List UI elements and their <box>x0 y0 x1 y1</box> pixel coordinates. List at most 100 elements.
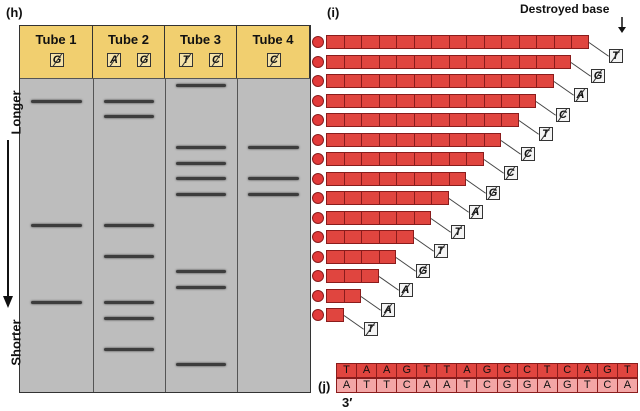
fragment-cell-divider <box>343 231 345 243</box>
fragment-connector <box>360 295 382 311</box>
fragment-block <box>326 93 536 108</box>
gel-band <box>176 192 226 196</box>
fragment-cell-divider <box>396 172 397 185</box>
fragment-cell-divider <box>396 211 397 224</box>
destroyed-base: T <box>451 224 465 239</box>
fragment-cell-divider <box>501 75 502 87</box>
fragment-cell-divider <box>361 250 362 263</box>
nucleotide: T <box>337 364 358 377</box>
panel-label-j: (j) <box>318 379 331 394</box>
fragment-cell-divider <box>483 55 485 68</box>
fragment-cell-divider <box>361 153 362 165</box>
fragment-cell-divider <box>448 36 450 48</box>
fragment-cell-divider <box>361 133 362 146</box>
fragment-connector <box>500 139 522 155</box>
destroyed-base: A <box>398 283 413 297</box>
fragment-end-label <box>312 55 324 68</box>
nucleotide: G <box>598 364 618 377</box>
fragment-cell-divider <box>536 55 537 68</box>
destroyed-base: G <box>486 185 500 200</box>
fragment-cell-divider <box>466 75 467 87</box>
fragment-connector <box>395 256 417 272</box>
gel-panel: Tube 1 G Tube 2 A G Tube 3 T C Tube 4 C <box>19 25 311 393</box>
fragment-cell-divider <box>431 153 432 165</box>
destroyed-base: T <box>363 322 378 336</box>
nucleotide: C <box>498 364 518 377</box>
fragment-cell-divider <box>431 133 432 146</box>
fragment-connector <box>483 159 504 174</box>
nucleotide: G <box>558 379 578 392</box>
fragment-cell-divider <box>343 289 345 302</box>
nucleotide: C <box>558 364 578 377</box>
fragment-connector <box>465 178 487 194</box>
destroyed-base: A <box>468 205 483 219</box>
destroyed-base: A <box>573 88 588 102</box>
fragment-cell-divider <box>553 55 555 68</box>
fragment-cell-divider <box>413 55 415 68</box>
fragment-cell-divider <box>553 36 555 48</box>
tube-name-2: Tube 2 <box>108 32 149 47</box>
fragment-cell-divider <box>431 36 432 48</box>
fragment-cell-divider <box>448 94 450 107</box>
three-prime-label: 3′ <box>342 395 353 410</box>
gel-band <box>176 177 226 180</box>
fragment-end-label <box>312 211 324 224</box>
fragment-cell-divider <box>396 192 397 204</box>
nucleotide: C <box>518 364 538 377</box>
size-axis-arrow <box>3 140 13 308</box>
nucleotide: A <box>417 379 438 392</box>
tube-1-base-chip: G <box>50 53 64 67</box>
fragment-end-label <box>312 114 324 126</box>
fragment-end-label <box>312 94 324 107</box>
gel-band <box>31 301 82 304</box>
fragment-block <box>326 288 361 303</box>
destroyed-base: G <box>591 68 605 83</box>
gel-band <box>104 347 154 351</box>
fragment-cell-divider <box>466 55 467 68</box>
fragment-cell-divider <box>413 153 415 165</box>
fragment-end-label <box>312 231 324 243</box>
gel-band <box>248 192 299 196</box>
fragment-cell-divider <box>483 75 485 87</box>
nucleotide: A <box>377 364 398 377</box>
fragment-cell-divider <box>343 153 345 165</box>
fragment-cell-divider <box>343 114 345 126</box>
fragment-block <box>326 152 484 166</box>
nucleotide: T <box>624 364 631 376</box>
fragment-cell-divider <box>361 75 362 87</box>
fragment-cell-divider <box>501 55 502 68</box>
fragment-cell-divider <box>431 172 432 185</box>
tube-name-4: Tube 4 <box>252 32 294 47</box>
panel-label-i: (i) <box>327 5 340 20</box>
nucleotide: A <box>437 379 458 392</box>
fragment-cell-divider <box>536 36 537 48</box>
fragment-end-label <box>312 270 324 282</box>
tube-2-base-chip-a: A <box>107 53 121 67</box>
fragment-cell-divider <box>518 36 520 48</box>
fragment-end-label <box>312 36 324 48</box>
fragment-cell-divider <box>396 153 397 165</box>
tube-header-3: Tube 3 T C <box>165 26 237 78</box>
fragment-cell-divider <box>361 172 362 185</box>
nucleotide: T <box>457 379 478 392</box>
fragment-connector <box>588 42 609 57</box>
fragment-cell-divider <box>378 211 380 224</box>
fragment-cell-divider <box>518 75 520 87</box>
nucleotide: T <box>578 379 598 392</box>
fragment-cell-divider <box>431 94 432 107</box>
fragment-end-label <box>312 133 324 146</box>
destroyed-base: C <box>521 146 535 161</box>
fragment-block <box>326 230 414 244</box>
fragment-cell-divider <box>448 153 450 165</box>
fragment-cell-divider <box>413 75 415 87</box>
axis-label-shorter: Shorter <box>8 319 24 366</box>
gel-band <box>248 146 299 149</box>
fragment-cell-divider <box>413 36 415 48</box>
fragment-cell-divider <box>431 192 432 204</box>
nucleotide: G <box>477 364 498 377</box>
fragment-block <box>326 308 344 322</box>
fragment-cell-divider <box>413 211 415 224</box>
fragment-connector <box>343 315 364 330</box>
fragment-cell-divider <box>343 270 345 282</box>
